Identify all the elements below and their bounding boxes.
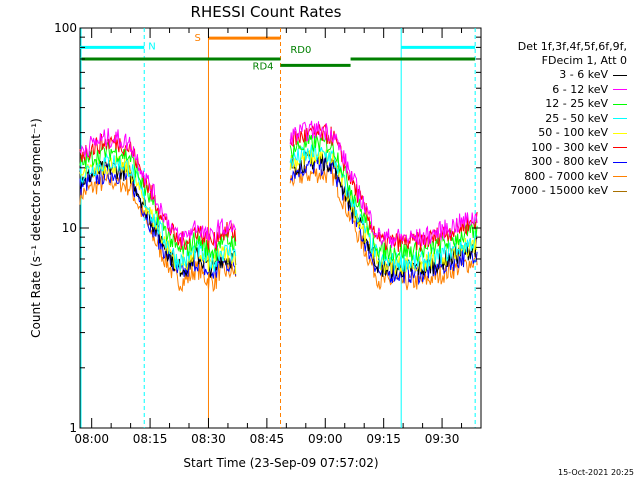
y-axis-ticks: 1 10 100: [54, 21, 481, 435]
legend-header: FDecim 1, Att 0: [541, 54, 627, 67]
series-line-12-25kev: [289, 133, 478, 263]
legend-entry: 100 - 300 keV: [531, 141, 627, 154]
x-tick-label: 09:00: [308, 432, 343, 446]
legend-entry: 25 - 50 keV: [545, 112, 627, 125]
y-axis-label: Count Rate (s⁻¹ detector segment⁻¹): [29, 118, 43, 338]
annotation-label-rd0: RD0: [290, 45, 311, 56]
x-tick-label: 08:45: [250, 432, 285, 446]
annotation-label-rd4: RD4: [253, 61, 274, 72]
legend-swatch: [613, 190, 627, 192]
x-tick-label: 09:15: [366, 432, 401, 446]
y-tick-label: 100: [54, 21, 77, 35]
legend-entry-label: 50 - 100 keV: [538, 126, 608, 139]
x-tick-label: 08:00: [74, 432, 109, 446]
annotations: N S RD0 RD4: [80, 28, 476, 428]
annotation-label-n: N: [148, 41, 155, 52]
x-axis-label: Start Time (23-Sep-09 07:57:02): [183, 456, 378, 470]
series-line-25-50kev: [79, 153, 237, 272]
legend-swatch: [613, 132, 627, 134]
legend-entry-label: 25 - 50 keV: [545, 111, 608, 125]
timestamp: 15-Oct-2021 20:25: [558, 468, 634, 477]
x-tick-label: 09:30: [425, 432, 460, 446]
legend-entry: 12 - 25 keV: [545, 97, 627, 110]
legend-entry-label: 3 - 6 keV: [559, 68, 608, 81]
legend-swatch: [613, 161, 627, 163]
y-tick-label: 10: [62, 221, 77, 235]
legend-entry: 6 - 12 keV: [552, 83, 627, 96]
legend-entry-label: 6 - 12 keV: [552, 82, 608, 96]
legend-entry-label: 300 - 800 keV: [531, 155, 608, 168]
legend-entry-label: 7000 - 15000 keV: [510, 184, 608, 197]
legend-entry: 800 - 7000 keV: [524, 170, 627, 183]
series-line-6-12kev: [79, 128, 237, 248]
legend-entry-label: 100 - 300 keV: [531, 140, 608, 154]
legend-swatch: [613, 103, 627, 105]
series-line-6-12kev: [289, 120, 478, 248]
legend-swatch: [613, 176, 627, 177]
x-tick-label: 08:30: [191, 432, 226, 446]
legend-entry: 300 - 800 keV: [531, 155, 627, 168]
legend-swatch: [613, 89, 627, 90]
legend-entry-label: 800 - 7000 keV: [524, 169, 608, 183]
chart-title: RHESSI Count Rates: [191, 3, 342, 21]
legend-entry: 7000 - 15000 keV: [510, 184, 627, 197]
x-axis-ticks: 08:00 08:15 08:30 08:45 09:00 09:15 09:30: [74, 28, 463, 446]
annotation-label-s: S: [194, 33, 200, 44]
legend-swatch: [613, 74, 627, 76]
legend-entry: 50 - 100 keV: [538, 126, 627, 139]
y-tick-label: 1: [69, 421, 77, 435]
series-lines: [79, 120, 478, 293]
x-tick-label: 08:15: [133, 432, 168, 446]
series-line-12-25kev: [79, 140, 237, 262]
legend-header: Det 1f,3f,4f,5f,6f,9f,: [517, 40, 627, 53]
legend-swatch: [613, 118, 627, 119]
legend-entry: 3 - 6 keV: [559, 68, 627, 81]
legend-swatch: [613, 147, 627, 148]
series-line-50-100kev: [289, 147, 478, 275]
legend-entry-label: 12 - 25 keV: [545, 97, 608, 110]
